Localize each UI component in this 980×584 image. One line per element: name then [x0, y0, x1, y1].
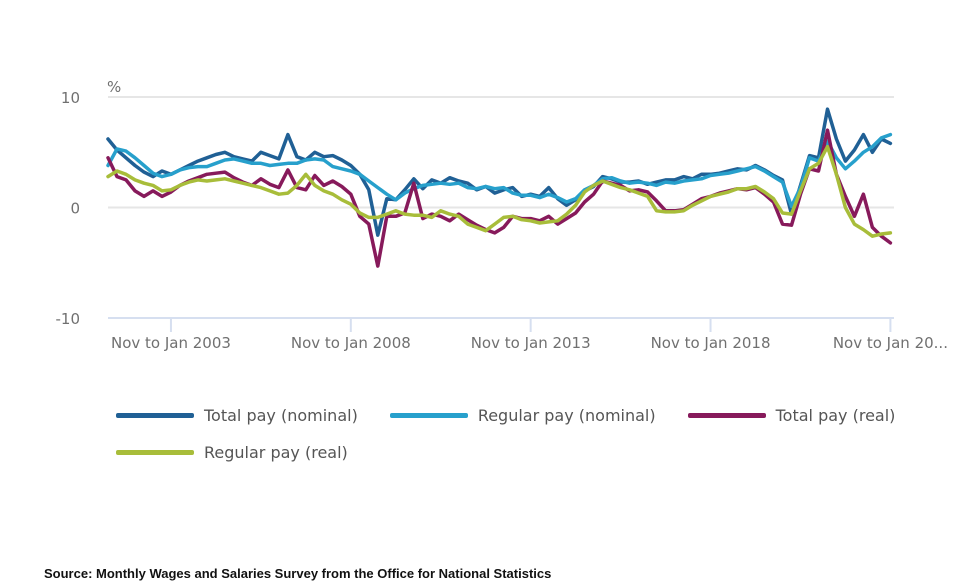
legend-label: Regular pay (real): [204, 442, 348, 462]
legend-swatch: [389, 412, 468, 418]
y-tick-label: 0: [70, 200, 80, 218]
legend-swatch: [687, 412, 766, 418]
legend-row: Regular pay (real): [116, 437, 936, 467]
series-line-regular-pay-nominal: [106, 132, 893, 209]
y-axis: 10 0 -10: [56, 89, 81, 328]
legend: Total pay (nominal) Regular pay (nominal…: [116, 400, 936, 474]
legend-item-regular-pay-real[interactable]: Regular pay (real): [116, 443, 348, 462]
y-axis-unit-label: %: [107, 78, 121, 96]
source-note: Source: Monthly Wages and Salaries Surve…: [44, 566, 552, 581]
series-line-regular-pay-real: [106, 144, 893, 238]
series-lines: [106, 107, 893, 268]
y-tick-label: 10: [61, 89, 80, 107]
x-tick-label: Nov to Jan 20...: [833, 334, 948, 352]
x-tick-label: Nov to Jan 2003: [111, 334, 231, 352]
x-tick-label: Nov to Jan 2018: [651, 334, 771, 352]
legend-swatch: [116, 412, 194, 418]
legend-item-total-pay-nominal[interactable]: Total pay (nominal): [116, 406, 358, 425]
x-tick-label: Nov to Jan 2008: [291, 334, 411, 352]
gridlines: [108, 96, 894, 319]
legend-label: Total pay (nominal): [204, 405, 358, 425]
line-chart: 100-10 % Nov to Jan 2003 Nov to Jan 2008 N…: [56, 78, 948, 352]
legend-item-total-pay-real[interactable]: Total pay (real): [687, 405, 896, 425]
legend-swatch: [116, 449, 194, 455]
x-tick-label: Nov to Jan 2013: [471, 334, 591, 352]
legend-label: Total pay (real): [775, 405, 896, 425]
legend-row: Total pay (nominal) Regular pay (nominal…: [116, 400, 936, 430]
legend-label: Regular pay (nominal): [477, 405, 656, 425]
y-tick-label: -10: [56, 310, 81, 328]
legend-item-regular-pay-nominal[interactable]: Regular pay (nominal): [389, 405, 656, 425]
x-axis: Nov to Jan 2003 Nov to Jan 2008 Nov to Jan…: [111, 318, 948, 352]
